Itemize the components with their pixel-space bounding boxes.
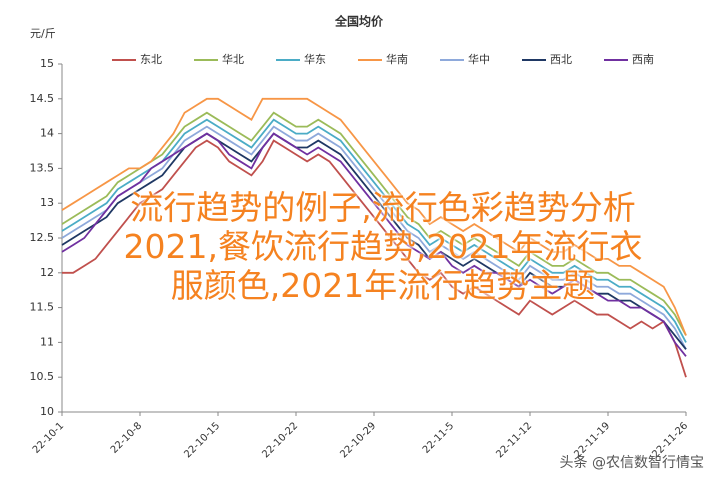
series-line bbox=[61, 97, 687, 336]
series-line bbox=[62, 139, 687, 378]
series-line bbox=[61, 132, 687, 357]
legend-label: 华中 bbox=[468, 52, 490, 66]
legend-label: 西南 bbox=[632, 53, 654, 66]
legend-label: 西北 bbox=[550, 53, 572, 66]
legend-label: 华东 bbox=[304, 52, 326, 66]
series-line bbox=[61, 111, 687, 336]
x-tick-label: 22-10-15 bbox=[182, 420, 222, 460]
footer: 头条 @农信数智行情宝 bbox=[559, 455, 704, 471]
x-tick-label: 22-10-22 bbox=[260, 420, 300, 460]
y-tick-label: 11.5 bbox=[30, 301, 55, 314]
series-line bbox=[61, 118, 687, 343]
overlay-title: 流行趋势的例子,流行色彩趋势分析2021,餐饮流行趋势,2021年流行衣服颜色,… bbox=[123, 188, 643, 305]
y-tick-label: 13.5 bbox=[30, 161, 55, 174]
y-tick-label: 15 bbox=[40, 57, 54, 70]
series-line bbox=[61, 125, 687, 350]
y-tick-label: 10.5 bbox=[30, 370, 55, 383]
y-tick-label: 10 bbox=[40, 405, 54, 418]
x-tick-label: 22-11-12 bbox=[494, 420, 534, 460]
x-tick-label: 22-10-1 bbox=[31, 420, 66, 455]
y-tick-label: 14.5 bbox=[30, 92, 55, 105]
y-tick-label: 12.5 bbox=[30, 231, 55, 244]
x-tick-label: 22-10-29 bbox=[338, 420, 378, 460]
y-tick-label: 14 bbox=[40, 127, 54, 140]
y-tick-label: 12 bbox=[40, 266, 54, 279]
legend-label: 华北 bbox=[222, 52, 244, 66]
chart-title: 全国均价 bbox=[334, 14, 384, 29]
y-tick-label: 11 bbox=[40, 335, 54, 348]
y-axis-label: 元/斤 bbox=[30, 27, 56, 40]
legend-label: 华南 bbox=[386, 52, 408, 66]
x-tick-label: 22-11-5 bbox=[421, 420, 456, 455]
x-tick-label: 22-10-8 bbox=[109, 420, 144, 455]
legend-label: 东北 bbox=[140, 53, 162, 66]
y-tick-label: 13 bbox=[40, 196, 54, 209]
